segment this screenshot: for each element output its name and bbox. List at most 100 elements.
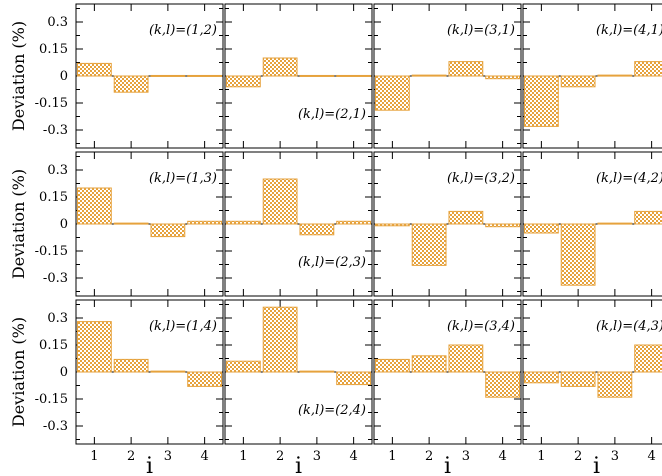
- x-tick-label: 3: [462, 449, 470, 464]
- x-tick-label: 3: [164, 449, 172, 464]
- panel-1: (k,l)=(1,2) 0.3 0.15 0 -0.15 -0.3 Deviation (%…: [9, 4, 223, 148]
- y-tick-label: -0.3: [43, 271, 68, 286]
- panel-8: (k,l)=(4,2): [523, 152, 662, 296]
- bar-2: [114, 223, 148, 224]
- x-axis-label: i: [295, 454, 302, 476]
- y-tick-label: -0.15: [35, 96, 68, 111]
- bar-2: [412, 356, 446, 372]
- y-tick-label: -0.3: [43, 123, 68, 138]
- x-tick-label: 2: [425, 449, 433, 464]
- y-tick-label: 0.3: [47, 311, 68, 326]
- bar-1: [524, 76, 558, 126]
- bar-1: [226, 361, 260, 372]
- bar-1: [375, 224, 409, 226]
- y-tick-label: -0.15: [35, 392, 68, 407]
- bar-4: [635, 211, 662, 224]
- bar-3: [598, 223, 632, 224]
- panel-12: (k,l)=(4,3) 1 2 3 4 i: [523, 300, 662, 476]
- bar-2: [263, 307, 297, 372]
- panel-label: (k,l)=(3,1): [447, 23, 515, 38]
- panel-label: (k,l)=(1,2): [149, 23, 217, 38]
- y-tick-label: -0.15: [35, 244, 68, 259]
- panel-label: (k,l)=(2,3): [298, 255, 366, 270]
- bar-1: [77, 322, 111, 372]
- y-tick-label: 0.3: [47, 163, 68, 178]
- bar-1: [524, 224, 558, 233]
- x-tick-label: 2: [574, 449, 582, 464]
- y-axis-label: Deviation (%): [9, 21, 28, 131]
- panel-grid: (k,l)=(1,2) 0.3 0.15 0 -0.15 -0.3 Deviation (%…: [9, 4, 662, 476]
- bar-4: [337, 372, 371, 385]
- y-axis-label: Deviation (%): [9, 317, 28, 427]
- bar-3: [151, 224, 185, 237]
- bar-4: [337, 221, 371, 224]
- bar-4: [486, 372, 520, 397]
- bar-1: [226, 76, 260, 87]
- panel-5: (k,l)=(1,3) 0.3 0.15 0 -0.15 -0.3 Deviation (%…: [9, 152, 223, 296]
- x-tick-label: 3: [611, 449, 619, 464]
- bar-3: [300, 371, 334, 372]
- bar-4: [486, 76, 520, 79]
- panel-label: (k,l)=(4,1): [596, 23, 662, 38]
- bar-3: [598, 75, 632, 76]
- panel-10: (k,l)=(2,4) 1 2 3 4 i: [225, 300, 372, 476]
- bar-3: [151, 371, 185, 372]
- x-tick-label: 4: [200, 449, 208, 464]
- bar-2: [114, 76, 148, 92]
- panel-7: (k,l)=(3,2): [374, 152, 521, 296]
- panel-label: (k,l)=(4,2): [596, 171, 662, 186]
- bar-2: [412, 75, 446, 76]
- bar-1: [77, 63, 111, 76]
- y-tick-label: 0.15: [39, 190, 68, 205]
- x-axis-label: i: [593, 454, 600, 476]
- bar-1: [226, 221, 260, 224]
- bar-1: [77, 188, 111, 224]
- x-tick-label: 3: [313, 449, 321, 464]
- panel-9: (k,l)=(1,4) 0.3 0.15 0 -0.15 -0.3 Deviation (%…: [9, 300, 223, 476]
- bar-3: [449, 211, 483, 224]
- panel-11: (k,l)=(3,4) 1 2 3 4 i: [374, 300, 521, 476]
- x-tick-label: 1: [239, 449, 247, 464]
- y-axis-label: Deviation (%): [9, 169, 28, 279]
- y-tick-label: 0: [60, 217, 68, 232]
- panel-label: (k,l)=(2,1): [298, 107, 366, 122]
- bar-3: [300, 224, 334, 235]
- y-tick-label: 0.3: [47, 15, 68, 30]
- bar-3: [449, 345, 483, 372]
- bar-2: [263, 179, 297, 224]
- x-tick-label: 1: [90, 449, 98, 464]
- x-axis-label: i: [146, 454, 153, 476]
- y-tick-label: 0.15: [39, 42, 68, 57]
- bar-4: [486, 224, 520, 227]
- y-tick-label: 0.15: [39, 338, 68, 353]
- panel-label: (k,l)=(3,2): [447, 171, 515, 186]
- y-tick-label: -0.3: [43, 419, 68, 434]
- bar-1: [375, 76, 409, 110]
- bar-2: [263, 58, 297, 76]
- bar-2: [561, 224, 595, 285]
- panel-label: (k,l)=(2,4): [298, 403, 366, 418]
- x-tick-label: 1: [537, 449, 545, 464]
- x-tick-label: 2: [276, 449, 284, 464]
- panel-3: (k,l)=(3,1): [374, 4, 521, 148]
- bar-4: [337, 75, 371, 76]
- x-tick-label: 1: [388, 449, 396, 464]
- bar-2: [561, 372, 595, 386]
- panel-label: (k,l)=(1,4): [149, 319, 217, 334]
- y-tick-label: 0: [60, 365, 68, 380]
- y-tick-label: 0: [60, 69, 68, 84]
- bar-4: [635, 345, 662, 372]
- bar-4: [635, 62, 662, 76]
- panel-2: (k,l)=(2,1): [225, 4, 372, 148]
- bar-2: [561, 76, 595, 87]
- panel-6: (k,l)=(2,3): [225, 152, 372, 296]
- bar-2: [114, 359, 148, 372]
- x-tick-label: 2: [127, 449, 135, 464]
- bar-3: [449, 62, 483, 76]
- x-tick-label: 4: [498, 449, 506, 464]
- x-axis-label: i: [444, 454, 451, 476]
- panel-label: (k,l)=(1,3): [149, 171, 217, 186]
- bar-1: [375, 359, 409, 372]
- bar-4: [188, 75, 222, 76]
